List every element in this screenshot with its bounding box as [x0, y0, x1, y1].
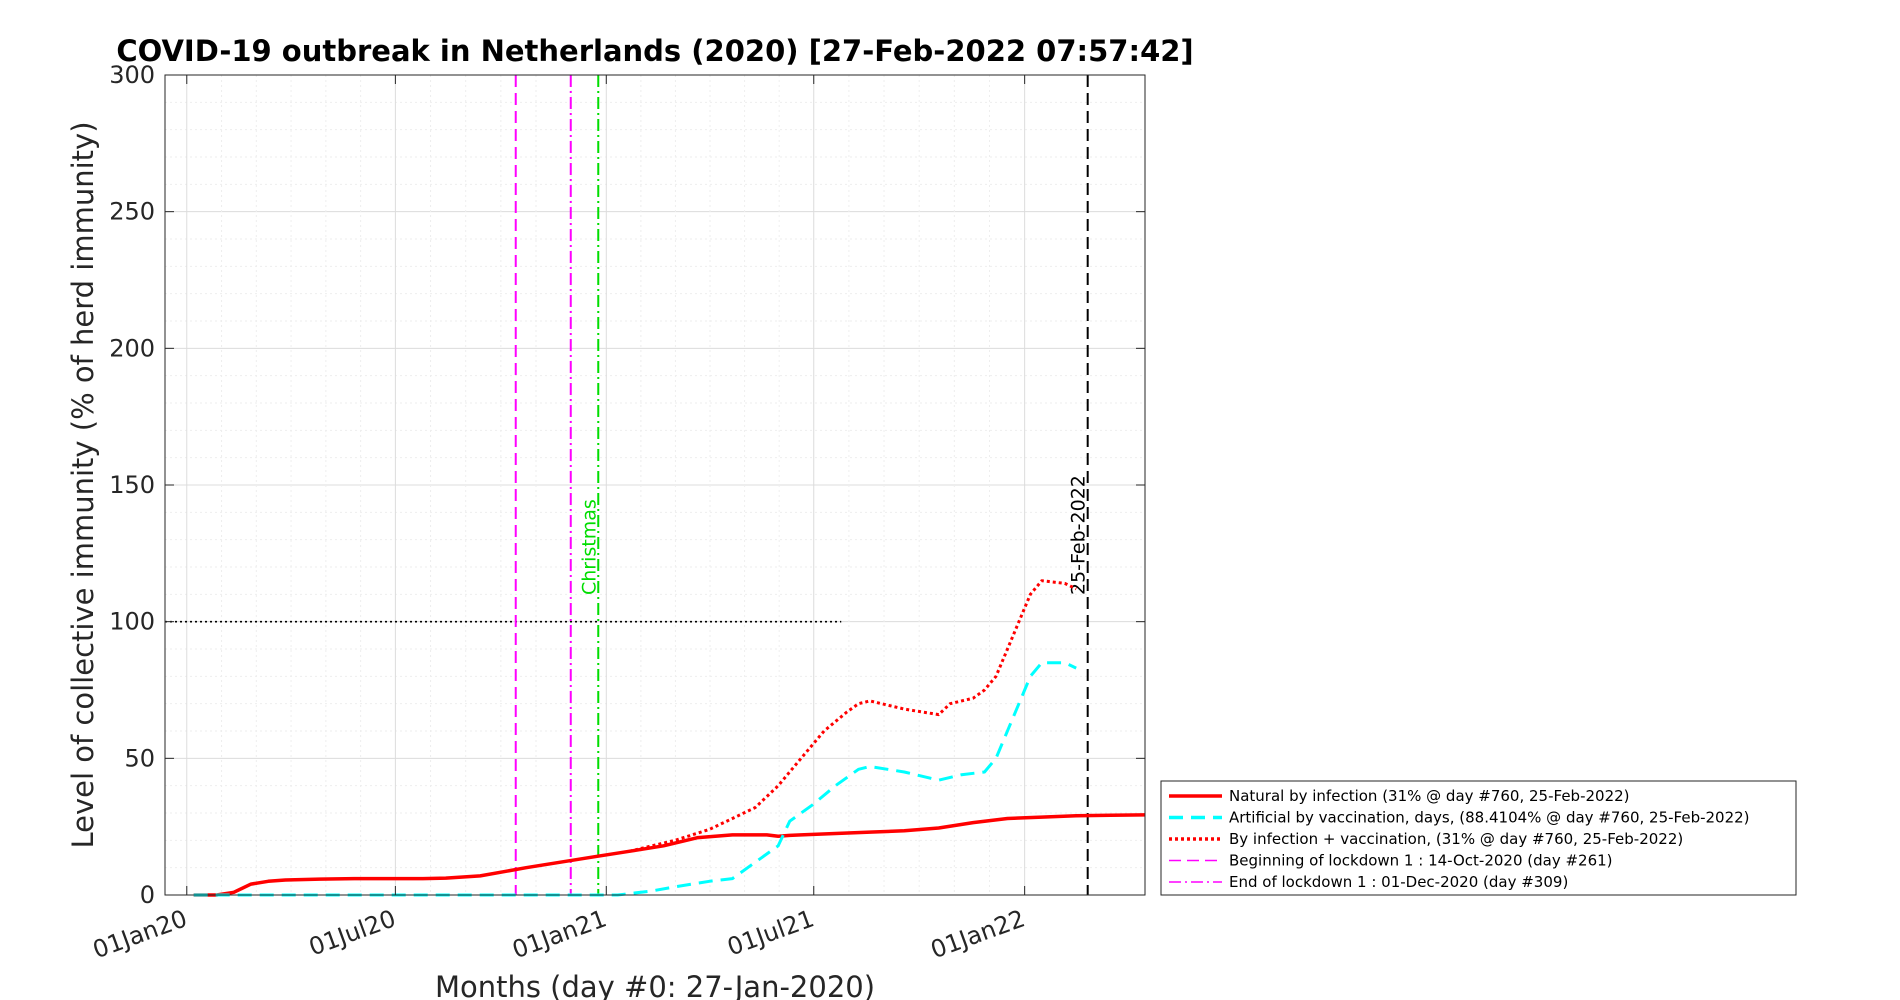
series-line-1 [193, 813, 1146, 897]
legend: Natural by infection (31% @ day #760, 25… [1160, 780, 1797, 896]
x-tick-label: 01Jan22 [927, 904, 1029, 964]
x-tick-label: 01Jul21 [724, 904, 818, 961]
reference-line-label: Christmas [578, 499, 600, 595]
grid [165, 75, 1145, 895]
legend-entry: Artificial by vaccination, days, (88.410… [1229, 809, 1750, 827]
y-tick-label: 250 [109, 198, 155, 226]
x-tick-label: 01Jan20 [89, 904, 191, 964]
y-tick-label: 100 [109, 608, 155, 636]
series-line-2 [193, 661, 1077, 897]
legend-box [1160, 780, 1797, 896]
y-tick-label: 150 [109, 471, 155, 499]
series-line-3 [628, 579, 1077, 853]
y-tick-label: 0 [140, 881, 155, 909]
x-tick-label: 01Jan21 [509, 904, 611, 964]
chart-title: COVID-19 outbreak in Netherlands (2020) … [116, 34, 1193, 68]
x-tick-label: 01Jul20 [305, 904, 399, 961]
y-tick-label: 200 [109, 334, 155, 362]
x-axis-label: Months (day #0: 27-Jan-2020) [435, 970, 875, 1000]
legend-entry: Natural by infection (31% @ day #760, 25… [1229, 787, 1630, 805]
reference-lines: Christmas 25-Feb-2022 [165, 75, 1090, 895]
legend-entry: Beginning of lockdown 1 : 14-Oct-2020 (d… [1229, 852, 1613, 870]
legend-entry: End of lockdown 1 : 01-Dec-2020 (day #30… [1229, 873, 1568, 891]
y-tick-label: 300 [109, 61, 155, 89]
legend-entry: By infection + vaccination, (31% @ day #… [1229, 830, 1683, 848]
series-lines [193, 579, 1146, 897]
y-axis-label: Level of collective immunity (% of herd … [66, 121, 100, 848]
reference-line-label: 25-Feb-2022 [1068, 475, 1090, 595]
y-tick-label: 50 [124, 744, 155, 772]
